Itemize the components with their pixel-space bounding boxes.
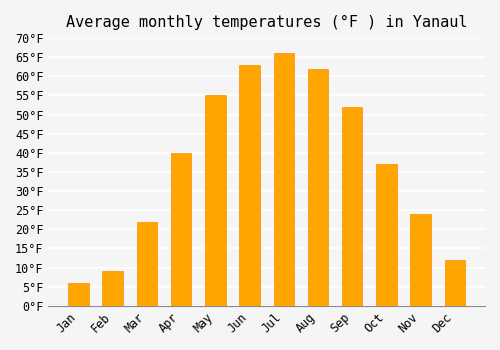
Bar: [240, 65, 260, 306]
Bar: [171, 153, 192, 306]
Bar: [410, 214, 431, 306]
Bar: [342, 107, 362, 306]
Bar: [308, 69, 328, 306]
Bar: [274, 54, 294, 306]
Title: Average monthly temperatures (°F ) in Yanaul: Average monthly temperatures (°F ) in Ya…: [66, 15, 468, 30]
Bar: [444, 260, 465, 306]
Bar: [102, 271, 123, 306]
Bar: [376, 164, 396, 306]
Bar: [136, 222, 157, 306]
Bar: [68, 283, 88, 306]
Bar: [205, 96, 226, 306]
